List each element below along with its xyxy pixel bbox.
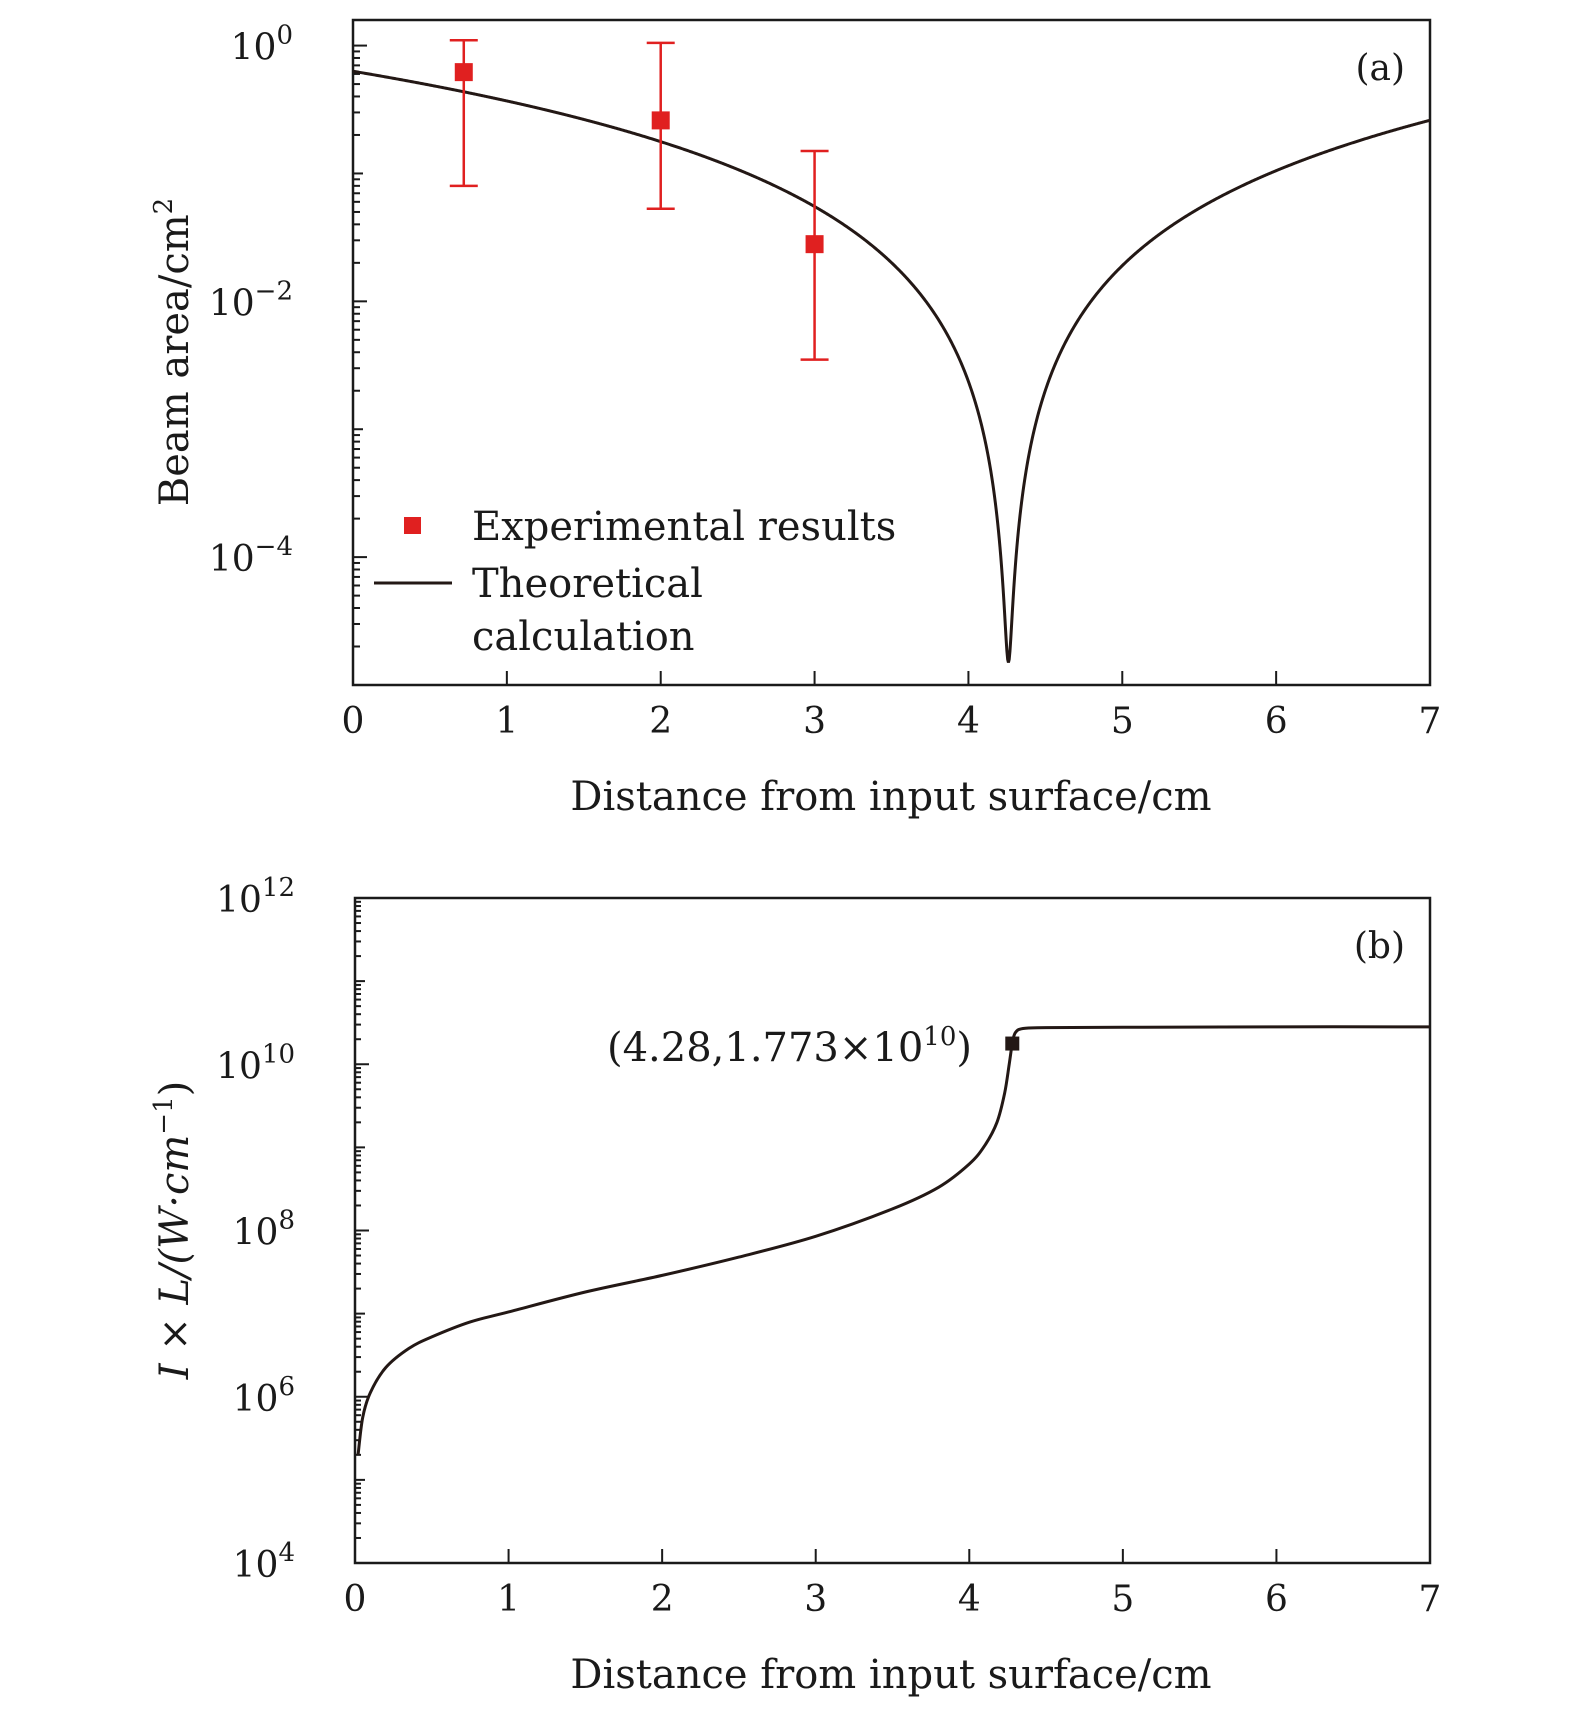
y-tick-exp-b: 8 xyxy=(278,1206,295,1236)
y-tick-base-a: 10 xyxy=(231,28,277,69)
annotation-sup: 10 xyxy=(923,1022,956,1052)
x-tick-label-b: 2 xyxy=(651,1579,674,1620)
x-tick-label-b: 7 xyxy=(1419,1579,1442,1620)
x-tick-label-b: 0 xyxy=(344,1579,367,1620)
y-tick-label-a: 10−2 xyxy=(209,276,293,324)
legend-label-theoretical-line1: Theoretical xyxy=(472,561,703,607)
x-tick-label-b: 3 xyxy=(804,1579,827,1620)
x-tick-label-a: 2 xyxy=(649,701,672,742)
data-point xyxy=(651,111,670,130)
y-tick-base-b: 10 xyxy=(216,880,262,921)
data-point xyxy=(454,63,473,82)
y-tick-base-a: 10 xyxy=(209,539,255,580)
x-tick-label-a: 4 xyxy=(957,701,980,742)
y-axis-title-b: I × L/(W·cm−1) xyxy=(149,1081,198,1381)
y-tick-exp-b: 6 xyxy=(278,1372,295,1402)
x-tick-label-b: 1 xyxy=(497,1579,520,1620)
legend-label-experimental: Experimental results xyxy=(472,504,896,550)
annotation-close: ) xyxy=(956,1025,972,1071)
y-axis-title-b-sup: −1 xyxy=(149,1096,179,1134)
y-axis-title-b-text: I × L/(W·cm xyxy=(152,1135,198,1381)
theoretical-curve xyxy=(352,69,1431,663)
y-tick-exp-a: −2 xyxy=(255,276,293,306)
y-tick-exp-b: 12 xyxy=(262,873,295,903)
y-tick-label-b: 106 xyxy=(233,1372,295,1420)
x-tick-label-b: 4 xyxy=(958,1579,981,1620)
y-tick-base-b: 10 xyxy=(216,1046,262,1087)
focus-point-annotation: (4.28,1.773×1010) xyxy=(607,1022,972,1071)
x-tick-label-b: 6 xyxy=(1265,1579,1288,1620)
experimental-points xyxy=(449,39,829,361)
y-tick-exp-b: 10 xyxy=(262,1039,295,1069)
y-tick-base-a: 10 xyxy=(209,283,255,324)
y-tick-base-b: 10 xyxy=(233,1379,279,1420)
y-tick-exp-b: 4 xyxy=(278,1538,295,1568)
focus-point-marker xyxy=(1005,1036,1020,1051)
y-tick-exp-a: 0 xyxy=(276,21,293,51)
x-axis-ticks-b: 0 1 2 3 4 5 6 7 xyxy=(344,1549,1442,1620)
panel-label-b: (b) xyxy=(1354,926,1405,967)
legend-marker-experimental xyxy=(404,517,421,534)
annotation-text: (4.28,1.773×10 xyxy=(607,1025,923,1071)
x-tick-label-a: 6 xyxy=(1265,701,1288,742)
x-tick-label-a: 3 xyxy=(803,701,826,742)
y-tick-label-b: 108 xyxy=(233,1206,295,1254)
intensity-length-curve xyxy=(356,1025,1431,1456)
y-tick-label-b: 1012 xyxy=(216,873,295,921)
y-tick-base-b: 10 xyxy=(233,1545,279,1586)
y-axis-title-a-text: Beam area/cm xyxy=(152,214,198,506)
y-tick-exp-a: −4 xyxy=(255,532,293,562)
data-point xyxy=(805,235,824,254)
x-tick-label-a: 1 xyxy=(495,701,518,742)
x-tick-label-a: 0 xyxy=(342,701,365,742)
y-axis-title-b-close: ) xyxy=(152,1081,198,1097)
y-axis-title-a: Beam area/cm2 xyxy=(149,198,198,506)
x-axis-title-b: Distance from input surface/cm xyxy=(570,1652,1211,1698)
x-axis-title-a: Distance from input surface/cm xyxy=(570,774,1211,820)
y-tick-label-b: 104 xyxy=(233,1538,295,1586)
y-tick-label-b: 1010 xyxy=(216,1039,295,1087)
x-tick-label-a: 7 xyxy=(1419,701,1442,742)
legend-a: Experimental results Theoretical calcula… xyxy=(374,504,896,660)
x-axis-ticks-a: 0 1 2 3 4 5 6 7 xyxy=(342,671,1442,742)
x-tick-label-b: 5 xyxy=(1111,1579,1134,1620)
x-tick-label-a: 5 xyxy=(1111,701,1134,742)
y-axis-title-a-sup: 2 xyxy=(149,198,179,215)
y-tick-label-a: 10−4 xyxy=(209,532,293,580)
legend-label-theoretical-line2: calculation xyxy=(472,614,695,660)
plot-frame-b xyxy=(353,896,1432,1565)
y-tick-base-b: 10 xyxy=(233,1213,279,1254)
y-tick-label-a: 100 xyxy=(231,21,293,69)
panel-label-a: (a) xyxy=(1355,48,1405,89)
